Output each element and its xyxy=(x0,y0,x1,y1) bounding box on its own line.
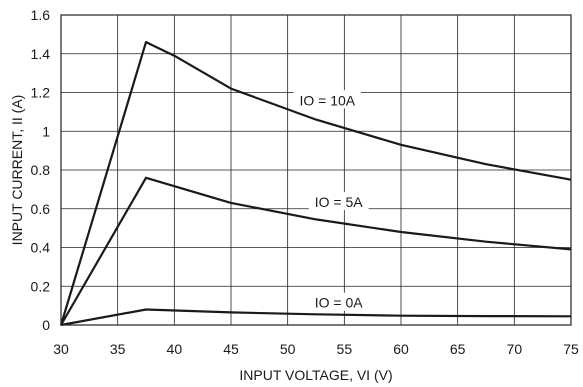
x-axis-title: INPUT VOLTAGE, VI (V) xyxy=(239,367,392,383)
y-tick-label: 1 xyxy=(42,123,50,139)
x-tick-label: 55 xyxy=(337,341,353,357)
y-tick-label: 0.2 xyxy=(31,278,51,294)
series-label-background xyxy=(308,191,369,210)
series-labels: IO = 10A IO = 5A IO = 0A xyxy=(293,90,369,311)
x-tick-label: 30 xyxy=(53,341,69,357)
y-axis-title: INPUT CURRENT, II (A) xyxy=(9,95,25,246)
series-line-2 xyxy=(60,308,572,327)
series-label: IO = 5A xyxy=(315,194,364,210)
y-tick-label: 1.4 xyxy=(31,46,51,62)
x-tick-label: 75 xyxy=(563,341,579,357)
x-tick-labels: 30 35 40 45 50 55 60 65 70 75 xyxy=(53,341,579,357)
series-lines xyxy=(59,41,572,327)
y-tick-label: 0.4 xyxy=(31,240,51,256)
series-label-background xyxy=(293,90,361,109)
x-tick-label: 45 xyxy=(223,341,239,357)
plot-frame xyxy=(60,14,572,326)
x-tick-label: 70 xyxy=(507,341,523,357)
series-line-0 xyxy=(59,41,572,326)
y-tick-labels: 0 0.2 0.4 0.6 0.8 1 1.2 1.4 1.6 xyxy=(31,7,51,333)
y-tick-label: 0.8 xyxy=(31,162,51,178)
x-tick-label: 35 xyxy=(110,341,126,357)
y-tick-label: 1.6 xyxy=(31,7,51,23)
x-tick-label: 40 xyxy=(167,341,183,357)
series-label: IO = 10A xyxy=(300,92,356,108)
y-tick-label: 0.6 xyxy=(31,201,51,217)
grid-lines xyxy=(60,14,572,326)
series-label: IO = 0A xyxy=(315,295,364,311)
series-label-background xyxy=(308,292,369,311)
y-tick-label: 0 xyxy=(42,317,50,333)
x-tick-label: 65 xyxy=(450,341,466,357)
x-tick-label: 60 xyxy=(393,341,409,357)
series-line-1 xyxy=(60,176,572,326)
x-tick-label: 50 xyxy=(280,341,296,357)
y-tick-label: 1.2 xyxy=(31,85,51,101)
